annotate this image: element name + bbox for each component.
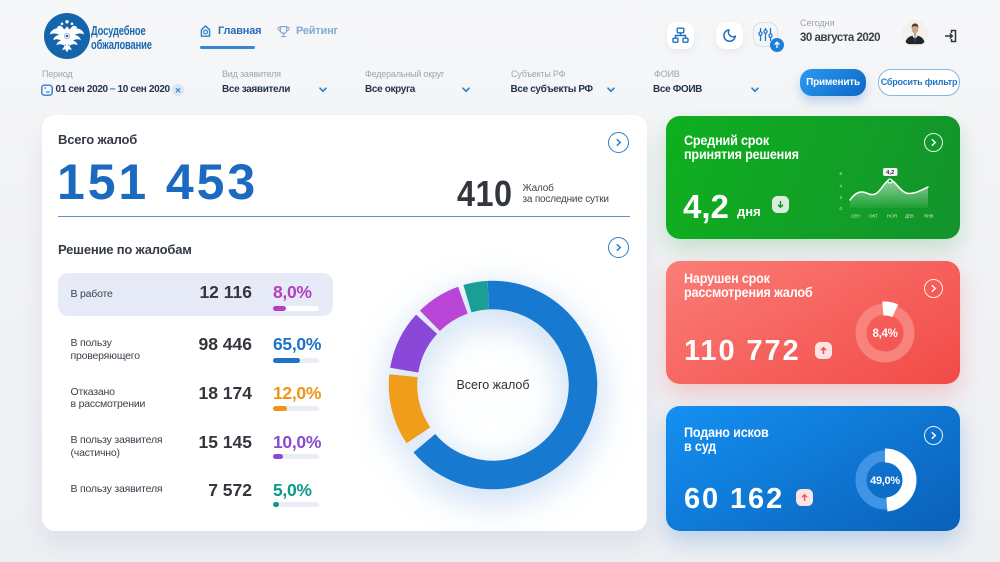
svg-text:СЕН: СЕН — [851, 214, 860, 219]
svg-text:4,2: 4,2 — [886, 170, 894, 176]
svg-text:ЯНВ: ЯНВ — [924, 214, 933, 219]
svg-text:0: 0 — [840, 206, 843, 211]
svg-text:6: 6 — [840, 171, 843, 176]
svg-text:ДЕК: ДЕК — [905, 214, 914, 219]
svg-text:4: 4 — [840, 184, 843, 189]
svg-text:НОЯ: НОЯ — [887, 214, 897, 219]
svg-text:ОКТ: ОКТ — [869, 214, 878, 219]
svg-text:2: 2 — [840, 195, 843, 200]
svg-text:Всего жалоб: Всего жалоб — [456, 378, 529, 392]
svg-text:49,0%: 49,0% — [870, 475, 900, 487]
svg-text:8,4%: 8,4% — [872, 328, 897, 340]
